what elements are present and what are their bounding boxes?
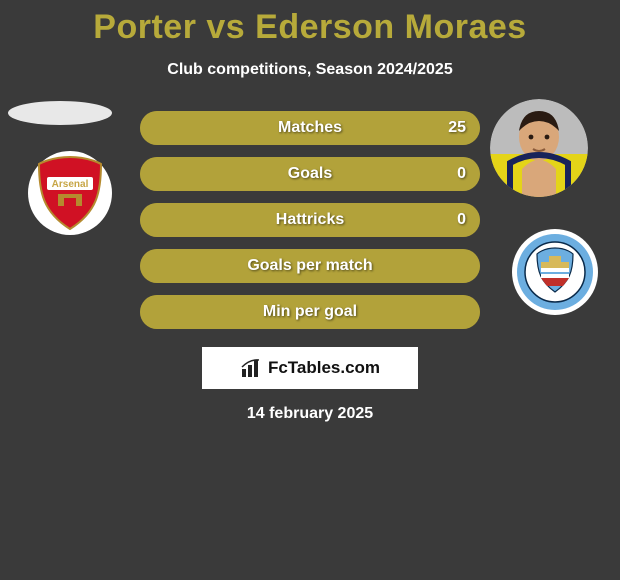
stat-bar-left [140,157,310,191]
stat-row-goals: Goals 0 [140,157,480,191]
ederson-avatar-icon [490,99,588,197]
stat-bar-right [310,157,480,191]
stat-value-right: 0 [457,165,466,183]
club-left-crest: Arsenal [28,151,112,235]
brand-text: FcTables.com [268,358,380,378]
stats-container: Matches 25 Goals 0 Hattricks 0 Goals per… [140,111,480,329]
player-right-avatar [490,99,588,197]
stat-row-hattricks: Hattricks 0 [140,203,480,237]
stat-label: Goals [288,165,332,183]
stat-row-matches: Matches 25 [140,111,480,145]
arsenal-crest-icon: Arsenal [31,154,109,232]
club-right-crest [512,229,598,315]
stat-label: Min per goal [263,303,357,321]
player-left-avatar [8,101,112,125]
brand-box: FcTables.com [202,347,418,389]
stat-row-goals-per-match: Goals per match [140,249,480,283]
stat-label: Goals per match [247,257,372,275]
stat-label: Hattricks [276,211,344,229]
stat-value-right: 0 [457,211,466,229]
stat-label: Matches [278,119,342,137]
page: Porter vs Ederson Moraes Club competitio… [0,0,620,580]
comparison-stage: Arsenal [0,111,620,329]
stat-value-right: 25 [448,119,466,137]
stat-row-min-per-goal: Min per goal [140,295,480,329]
page-title: Porter vs Ederson Moraes [93,8,526,47]
page-subtitle: Club competitions, Season 2024/2025 [167,61,452,79]
bars-icon [240,357,262,379]
arsenal-crest-text: Arsenal [52,179,89,190]
mancity-crest-icon [515,232,595,312]
footer-date: 14 february 2025 [247,405,373,423]
